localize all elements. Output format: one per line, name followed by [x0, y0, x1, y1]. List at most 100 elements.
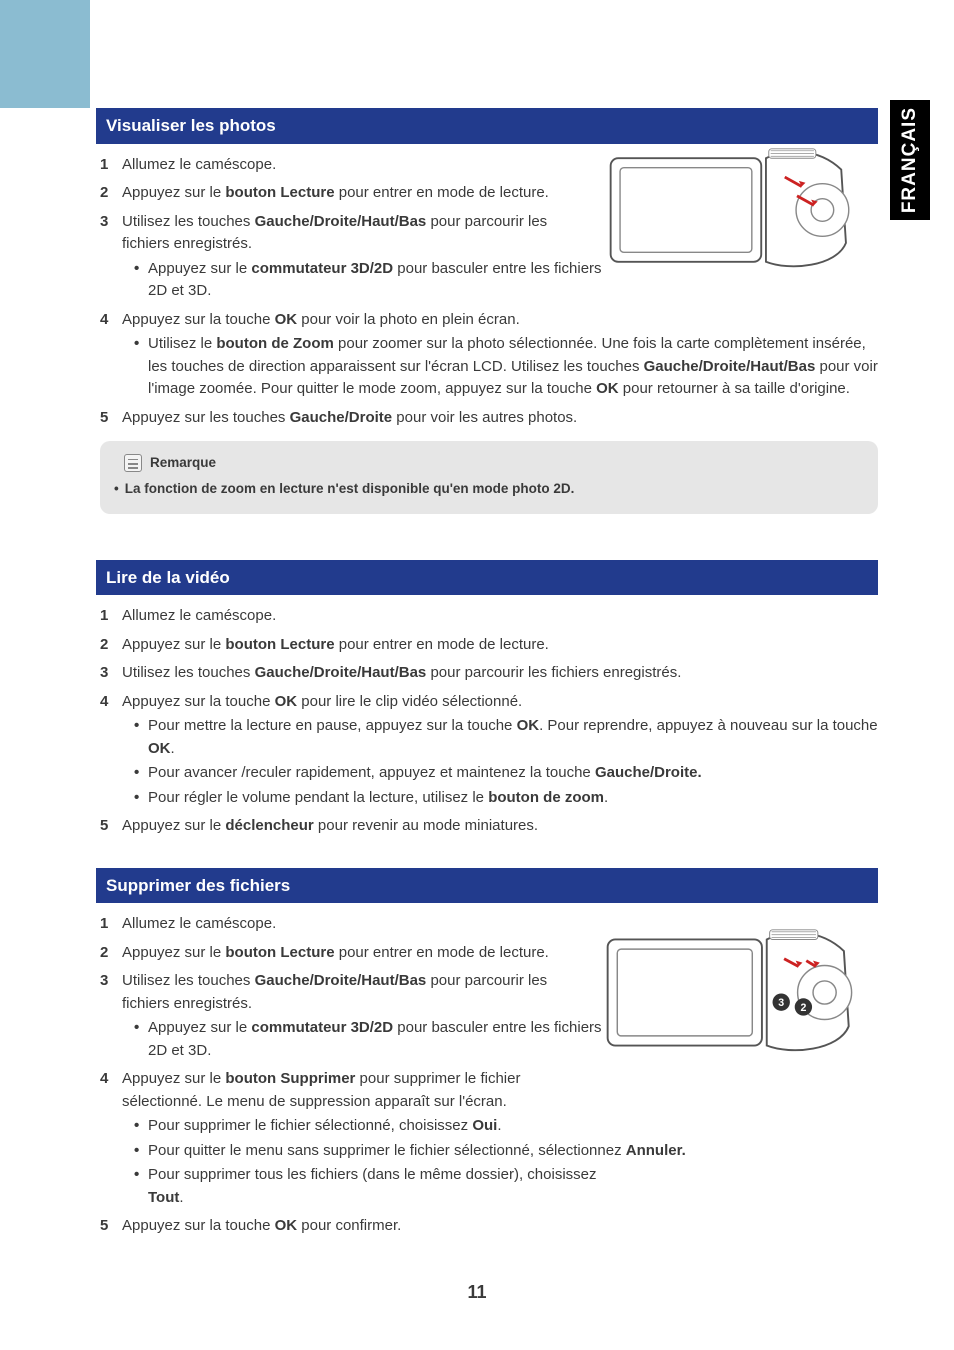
- bold-text: OK: [275, 693, 298, 710]
- step: 4 Appuyez sur le bouton Supprimer pour s…: [100, 1068, 580, 1113]
- bold-text: OK: [596, 380, 619, 397]
- text: Appuyez sur le: [148, 1019, 251, 1036]
- bold-text: Annuler.: [626, 1142, 686, 1159]
- text: Appuyez sur le: [122, 944, 225, 961]
- bullet-icon: •: [134, 762, 148, 785]
- step-text: Allumez le caméscope.: [122, 913, 580, 936]
- sub-text: Pour mettre la lecture en pause, appuyez…: [148, 715, 878, 760]
- step-num: 5: [100, 407, 122, 430]
- step: 1 Allumez le caméscope.: [100, 913, 580, 936]
- text: pour revenir au mode miniatures.: [314, 817, 538, 834]
- bold-text: bouton Supprimer: [225, 1070, 355, 1087]
- bullet-icon: •: [134, 1140, 148, 1163]
- step-text: Appuyez sur la touche OK pour lire le cl…: [122, 691, 878, 714]
- sub-item: • Pour avancer /reculer rapidement, appu…: [134, 762, 878, 785]
- note-text: La fonction de zoom en lecture n'est dis…: [125, 479, 575, 499]
- text: pour lire le clip vidéo sélectionné.: [297, 693, 522, 710]
- text: Pour avancer /reculer rapidement, appuye…: [148, 764, 595, 781]
- step-num: 4: [100, 309, 122, 332]
- text: . Pour reprendre, appuyez à nouveau sur …: [539, 717, 878, 734]
- text: .: [497, 1117, 501, 1134]
- step: 1 Allumez le caméscope.: [100, 605, 878, 628]
- bullet-icon: •: [134, 715, 148, 760]
- language-tab: FRANÇAIS: [890, 100, 930, 220]
- text: Pour supprimer tous les fichiers (dans l…: [148, 1166, 597, 1183]
- text: pour retourner à sa taille d'origine.: [619, 380, 850, 397]
- bold-text: Gauche/Droite/Haut/Bas: [255, 213, 427, 230]
- step-text: Utilisez les touches Gauche/Droite/Haut/…: [122, 970, 580, 1015]
- step-text: Allumez le caméscope.: [122, 605, 878, 628]
- diagram-marker: 3: [778, 997, 784, 1009]
- sub-text: Pour supprimer tous les fichiers (dans l…: [148, 1164, 614, 1209]
- step: 5 Appuyez sur le déclencheur pour reveni…: [100, 815, 878, 838]
- text: Appuyez sur la touche: [122, 693, 275, 710]
- step-text: Utilisez les touches Gauche/Droite/Haut/…: [122, 211, 580, 256]
- bold-text: Gauche/Droite: [290, 409, 393, 426]
- sub-item: • Appuyez sur le commutateur 3D/2D pour …: [134, 1017, 614, 1062]
- bullet-icon: •: [134, 787, 148, 810]
- text: .: [604, 789, 608, 806]
- text: .: [179, 1189, 183, 1206]
- sub-text: Pour quitter le menu sans supprimer le f…: [148, 1140, 686, 1163]
- section-body-lire-video: 1 Allumez le caméscope. 2 Appuyez sur le…: [96, 605, 878, 864]
- section-header-supprimer: Supprimer des fichiers: [96, 868, 878, 904]
- text: Pour supprimer le fichier sélectionné, c…: [148, 1117, 472, 1134]
- bold-text: bouton Lecture: [225, 636, 334, 653]
- bold-text: déclencheur: [225, 817, 313, 834]
- step: 2 Appuyez sur le bouton Lecture pour ent…: [100, 634, 878, 657]
- bold-text: bouton de zoom: [488, 789, 604, 806]
- text: Utilisez le: [148, 335, 216, 352]
- sub-text: Pour supprimer le fichier sélectionné, c…: [148, 1115, 501, 1138]
- step: 3 Utilisez les touches Gauche/Droite/Hau…: [100, 662, 878, 685]
- bold-text: bouton Lecture: [225, 184, 334, 201]
- step-text: Utilisez les touches Gauche/Droite/Haut/…: [122, 662, 878, 685]
- step-num: 1: [100, 913, 122, 936]
- bold-text: Gauche/Droite.: [595, 764, 702, 781]
- bold-text: commutateur 3D/2D: [251, 260, 393, 277]
- bold-text: OK: [517, 717, 540, 734]
- sub-item: • Pour quitter le menu sans supprimer le…: [134, 1140, 878, 1163]
- step-num: 5: [100, 1215, 122, 1238]
- bold-text: Tout: [148, 1189, 179, 1206]
- text: pour entrer en mode de lecture.: [335, 184, 549, 201]
- text: pour entrer en mode de lecture.: [335, 636, 549, 653]
- step-num: 4: [100, 691, 122, 714]
- note-item: • La fonction de zoom en lecture n'est d…: [114, 479, 864, 499]
- text: Appuyez sur les touches: [122, 409, 290, 426]
- sub-list: • Utilisez le bouton de Zoom pour zoomer…: [134, 333, 878, 401]
- text: Appuyez sur le: [148, 260, 251, 277]
- sub-text: Pour régler le volume pendant la lecture…: [148, 787, 608, 810]
- bold-text: bouton Lecture: [225, 944, 334, 961]
- bullet-icon: •: [134, 1017, 148, 1062]
- language-tab-label: FRANÇAIS: [896, 107, 925, 213]
- sub-list: • Appuyez sur le commutateur 3D/2D pour …: [134, 1017, 614, 1062]
- step-num: 2: [100, 182, 122, 205]
- step-num: 3: [100, 970, 122, 1015]
- bold-text: OK: [148, 740, 171, 757]
- sub-item: • Appuyez sur le commutateur 3D/2D pour …: [134, 258, 614, 303]
- step: 5 Appuyez sur la touche OK pour confirme…: [100, 1215, 878, 1238]
- step-num: 1: [100, 154, 122, 177]
- text: Pour quitter le menu sans supprimer le f…: [148, 1142, 626, 1159]
- bold-text: OK: [275, 311, 298, 328]
- step-text: Appuyez sur la touche OK pour confirmer.: [122, 1215, 878, 1238]
- camcorder-illustration-3: 3 2: [598, 910, 868, 1075]
- step-text: Appuyez sur les touches Gauche/Droite po…: [122, 407, 878, 430]
- step: 2 Appuyez sur le bouton Lecture pour ent…: [100, 182, 580, 205]
- bullet-icon: •: [134, 258, 148, 303]
- text: pour entrer en mode de lecture.: [335, 944, 549, 961]
- step-text: Appuyez sur le bouton Supprimer pour sup…: [122, 1068, 580, 1113]
- bold-text: Gauche/Droite/Haut/Bas: [255, 972, 427, 989]
- sub-item: • Utilisez le bouton de Zoom pour zoomer…: [134, 333, 878, 401]
- text: Pour mettre la lecture en pause, appuyez…: [148, 717, 517, 734]
- note-box: Remarque • La fonction de zoom en lectur…: [100, 441, 878, 514]
- step-num: 3: [100, 662, 122, 685]
- sub-list: • Pour supprimer le fichier sélectionné,…: [134, 1115, 878, 1209]
- text: Pour régler le volume pendant la lecture…: [148, 789, 488, 806]
- note-icon: [124, 454, 142, 472]
- step-text: Allumez le caméscope.: [122, 154, 580, 177]
- step: 4 Appuyez sur la touche OK pour voir la …: [100, 309, 878, 332]
- step-text: Appuyez sur le bouton Lecture pour entre…: [122, 942, 580, 965]
- text: Utilisez les touches: [122, 664, 255, 681]
- text: Appuyez sur le: [122, 1070, 225, 1087]
